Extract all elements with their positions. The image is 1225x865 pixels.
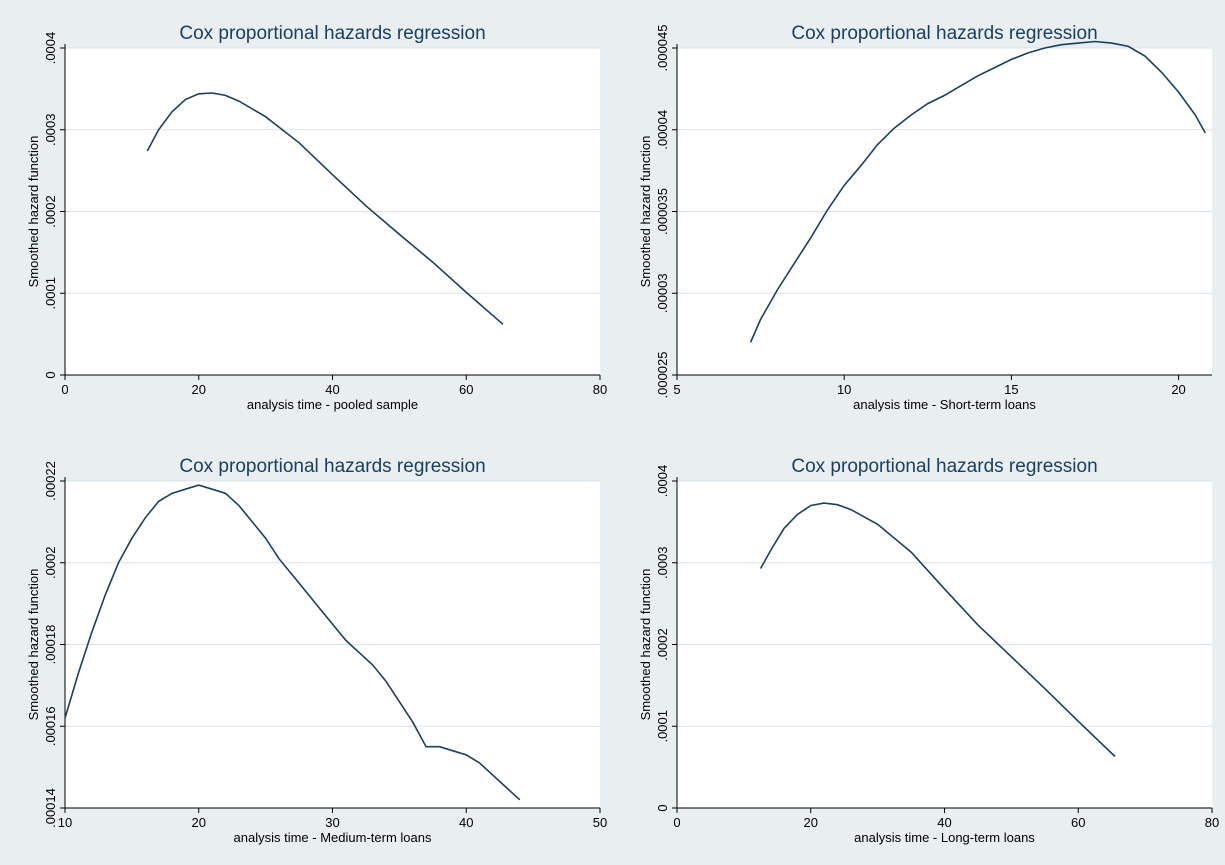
- panel-short-term-loans: 5 10 15 20 .000025 .00003 .000035 .00004 .000045…: [612, 0, 1224, 432]
- x-tick-label: 60: [1071, 815, 1085, 830]
- x-tick-label: 40: [325, 382, 339, 397]
- x-tick-label: 20: [804, 815, 818, 830]
- chart-svg: 0 20 40 60 80 0 .0001 .0002 .0003 .0004 Cox propor…: [26, 23, 607, 412]
- y-tick-label: .000035: [655, 188, 670, 235]
- chart-title: Cox proportional hazards regression: [179, 23, 485, 44]
- x-tick-label: 30: [325, 815, 339, 830]
- x-tick-label: 80: [1205, 815, 1219, 830]
- y-tick-label: .00004: [655, 110, 670, 150]
- x-axis-label: analysis time - Long-term loans: [854, 830, 1035, 845]
- x-axis-label: analysis time - Short-term loans: [853, 397, 1036, 412]
- x-tick-label: 0: [61, 382, 68, 397]
- panel-medium-term-loans: 10 20 30 40 50 .00014 .00016 .00018 .0002 .00022 C…: [0, 433, 612, 865]
- hazard-curve: [749, 40, 1206, 343]
- y-tick-label: .0003: [655, 546, 670, 579]
- hazard-curve: [146, 92, 504, 325]
- y-tick-label: .0003: [43, 113, 58, 146]
- x-tick-label: 15: [1004, 382, 1018, 397]
- hazard-curve: [759, 502, 1116, 758]
- y-tick-label: .00014: [43, 788, 58, 828]
- chart-title: Cox proportional hazards regression: [791, 456, 1097, 477]
- y-tick-label: .0001: [655, 710, 670, 743]
- chart-svg: 5 10 15 20 .000025 .00003 .000035 .00004 .000045…: [638, 23, 1212, 412]
- x-tick-label: 50: [593, 815, 607, 830]
- chart-title: Cox proportional hazards regression: [179, 456, 485, 477]
- x-axis-label: analysis time - Medium-term loans: [234, 830, 432, 845]
- x-tick-label: 60: [459, 382, 473, 397]
- x-tick-label: 40: [937, 815, 951, 830]
- y-tick-label: .00016: [43, 706, 58, 746]
- x-tick-label: 20: [192, 382, 206, 397]
- y-axis-label: Smoothed hazard function: [638, 136, 653, 288]
- y-tick-label: 0: [655, 804, 670, 811]
- y-tick-label: .0002: [43, 546, 58, 579]
- x-tick-label: 40: [459, 815, 473, 830]
- y-tick-label: .0002: [655, 628, 670, 661]
- x-tick-label: 10: [58, 815, 72, 830]
- panel-long-term-loans: 0 20 40 60 80 0 .0001 .0002 .0003 .0004 Cox propor…: [612, 433, 1224, 865]
- chart-title: Cox proportional hazards regression: [791, 23, 1097, 44]
- x-tick-label: 0: [673, 815, 680, 830]
- y-tick-label: .00003: [655, 273, 670, 313]
- y-tick-label: .0004: [43, 32, 58, 65]
- x-tick-label: 10: [837, 382, 851, 397]
- x-axis-label: analysis time - pooled sample: [247, 397, 418, 412]
- y-axis-label: Smoothed hazard function: [26, 569, 41, 721]
- y-tick-label: .0004: [655, 465, 670, 498]
- x-tick-label: 5: [673, 382, 680, 397]
- y-tick-label: .000045: [655, 25, 670, 72]
- chart-svg: 0 20 40 60 80 0 .0001 .0002 .0003 .0004 Cox propor…: [638, 456, 1219, 845]
- y-tick-label: .00022: [43, 461, 58, 501]
- y-tick-label: .0001: [43, 277, 58, 310]
- x-tick-label: 80: [593, 382, 607, 397]
- hazard-curve: [64, 484, 521, 801]
- y-tick-label: .000025: [655, 352, 670, 399]
- panel-pooled-sample: 0 20 40 60 80 0 .0001 .0002 .0003 .0004 Cox propor…: [0, 0, 612, 432]
- y-tick-label: .00018: [43, 625, 58, 665]
- y-axis-label: Smoothed hazard function: [26, 136, 41, 288]
- x-tick-label: 20: [1171, 382, 1185, 397]
- y-tick-label: .0002: [43, 195, 58, 228]
- chart-svg: 10 20 30 40 50 .00014 .00016 .00018 .0002 .00022 C…: [26, 456, 607, 845]
- y-tick-label: 0: [43, 371, 58, 378]
- x-tick-label: 20: [192, 815, 206, 830]
- y-axis-label: Smoothed hazard function: [638, 569, 653, 721]
